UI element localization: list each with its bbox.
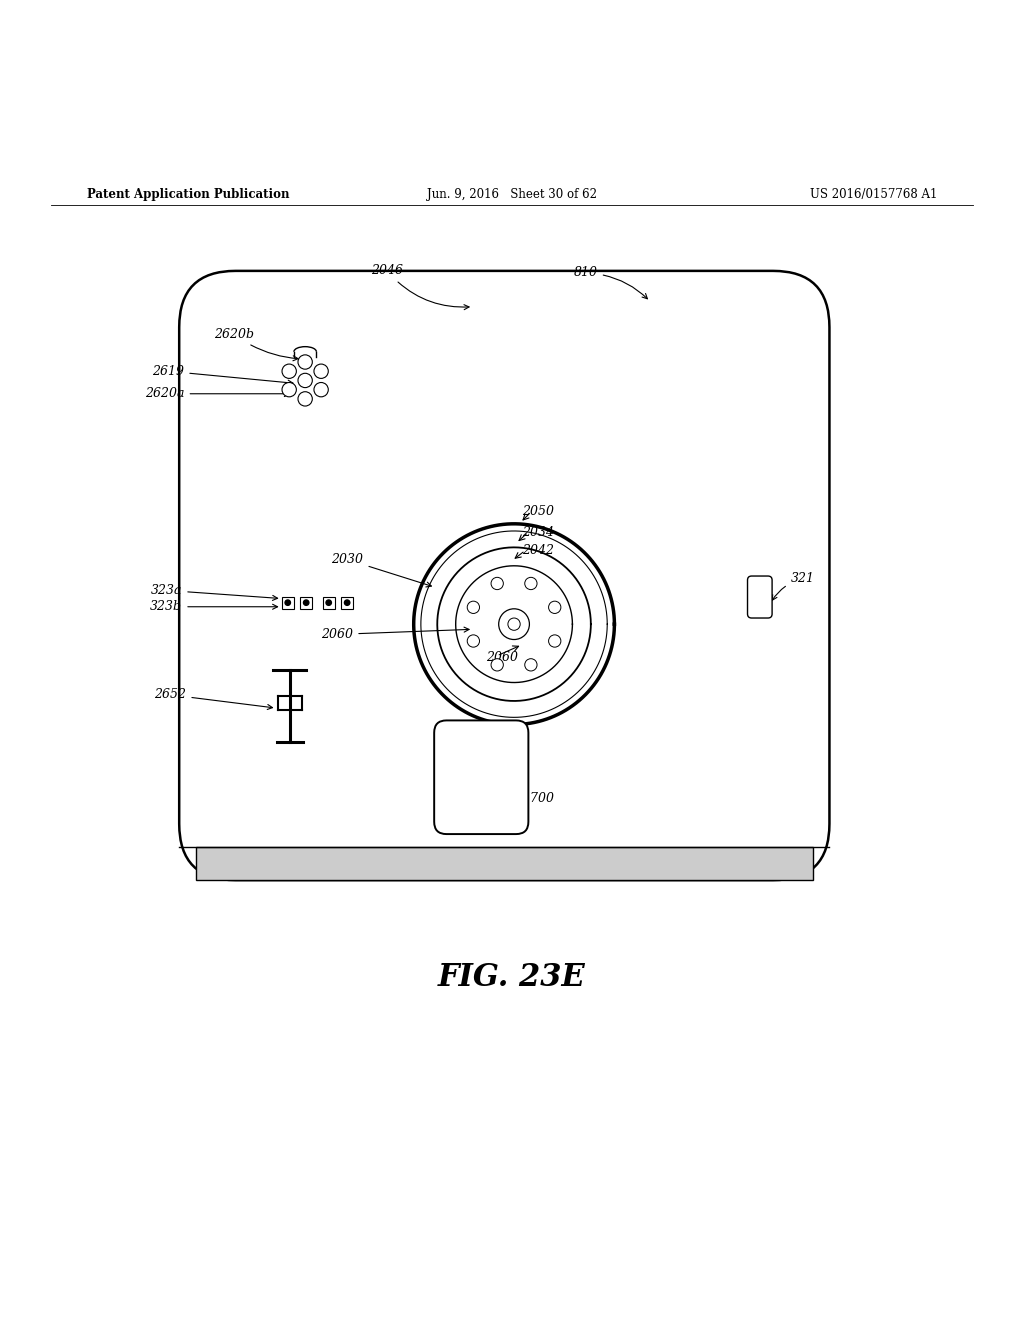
Circle shape: [499, 609, 529, 639]
Circle shape: [282, 364, 296, 379]
Text: 2620b: 2620b: [214, 327, 298, 360]
Circle shape: [303, 601, 309, 606]
Text: 321: 321: [772, 572, 814, 601]
Text: 323a: 323a: [151, 583, 278, 601]
Text: 2030: 2030: [332, 553, 431, 587]
Text: 2050: 2050: [522, 506, 554, 517]
Circle shape: [492, 659, 504, 671]
Circle shape: [298, 355, 312, 370]
Bar: [341, 597, 353, 609]
Circle shape: [326, 601, 332, 606]
Circle shape: [508, 618, 520, 631]
FancyBboxPatch shape: [748, 576, 772, 618]
Text: 2652: 2652: [155, 688, 272, 709]
FancyBboxPatch shape: [179, 271, 829, 880]
Circle shape: [298, 392, 312, 407]
Text: 2620a: 2620a: [144, 387, 184, 400]
Text: 1700: 1700: [502, 780, 554, 805]
Bar: [300, 597, 312, 609]
Circle shape: [467, 635, 479, 647]
Circle shape: [314, 364, 329, 379]
Text: US 2016/0157768 A1: US 2016/0157768 A1: [810, 187, 937, 201]
Bar: [282, 597, 294, 609]
FancyBboxPatch shape: [434, 721, 528, 834]
Text: 2060: 2060: [486, 652, 518, 664]
Text: 2042: 2042: [522, 544, 554, 557]
Circle shape: [524, 659, 537, 671]
Circle shape: [549, 601, 561, 614]
Circle shape: [492, 577, 504, 590]
Circle shape: [285, 601, 291, 606]
Text: 2060: 2060: [322, 627, 469, 642]
Circle shape: [314, 383, 329, 397]
Circle shape: [298, 374, 312, 388]
Circle shape: [282, 383, 296, 397]
Text: 2619: 2619: [153, 364, 293, 385]
Text: 810: 810: [573, 267, 647, 298]
Text: FIG. 23E: FIG. 23E: [438, 962, 586, 993]
Bar: [197, 847, 813, 880]
Circle shape: [549, 635, 561, 647]
Text: 2046: 2046: [371, 264, 469, 310]
Bar: [323, 597, 335, 609]
Circle shape: [467, 601, 479, 614]
Text: Jun. 9, 2016   Sheet 30 of 62: Jun. 9, 2016 Sheet 30 of 62: [427, 187, 597, 201]
Text: Patent Application Publication: Patent Application Publication: [87, 187, 290, 201]
Circle shape: [524, 577, 537, 590]
Text: 2034: 2034: [522, 525, 554, 539]
Circle shape: [344, 601, 350, 606]
Text: 323b: 323b: [151, 601, 278, 614]
